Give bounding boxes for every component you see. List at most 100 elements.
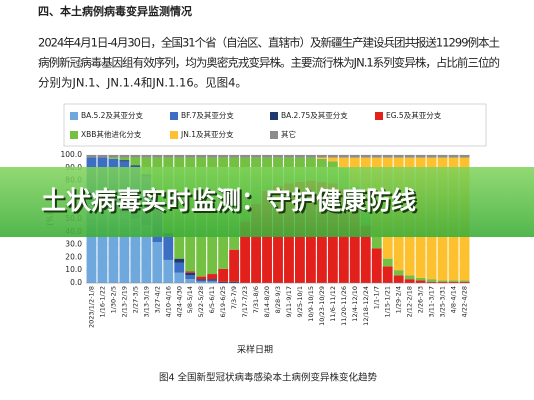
bar-segment bbox=[108, 155, 119, 158]
legend-swatch bbox=[170, 112, 178, 120]
bar-segment bbox=[141, 155, 152, 158]
bar-segment bbox=[327, 155, 338, 158]
banner-shadow: 土状病毒实时监测：守护健康防线 bbox=[43, 188, 418, 217]
bar-segment bbox=[119, 157, 130, 161]
bar-segment bbox=[404, 279, 415, 283]
bar-segment bbox=[218, 281, 229, 283]
bar-segment bbox=[251, 155, 261, 158]
x-tick-label: 6/19-6/25 bbox=[219, 286, 227, 318]
bar-segment bbox=[404, 275, 415, 280]
legend-swatch bbox=[70, 112, 78, 120]
caption: 图4 全国新型冠状病毒感染本土病例变异株变化趋势 bbox=[159, 372, 378, 384]
bar-segment bbox=[185, 271, 196, 273]
bar-segment bbox=[437, 155, 448, 158]
bar-segment bbox=[185, 275, 196, 280]
bar-segment bbox=[382, 258, 393, 267]
x-tick-label: 2/27-3/5 bbox=[131, 286, 139, 313]
bar-segment bbox=[415, 277, 426, 281]
legend-label: XBB其他进化分支 bbox=[81, 129, 142, 139]
x-tick-label: 11/20-11/26 bbox=[340, 286, 348, 326]
legend-swatch bbox=[270, 131, 278, 139]
x-tick-label: 11/6-11/12 bbox=[329, 286, 337, 322]
x-tick-label: 1/29-2/4 bbox=[395, 286, 403, 313]
bar-segment bbox=[448, 280, 459, 282]
bar-segment bbox=[316, 155, 327, 158]
bar-segment bbox=[152, 242, 163, 283]
x-tick-label: 3/27-4/2 bbox=[153, 286, 161, 313]
bar-segment bbox=[284, 155, 294, 158]
bar-segment bbox=[174, 155, 185, 158]
bar-segment bbox=[262, 155, 272, 158]
y-tick-label: 30.0 bbox=[65, 240, 82, 249]
bar-segment bbox=[163, 259, 174, 283]
x-tick-label: 4/10-4/16 bbox=[164, 286, 172, 318]
x-tick-label: 10/9-10/15 bbox=[307, 286, 315, 322]
bar-segment bbox=[426, 279, 437, 282]
x-tick-label: 9/25-10/1 bbox=[296, 286, 304, 318]
x-tick-label: 6/5-6/11 bbox=[208, 286, 216, 313]
x-tick-label: 7/31-8/6 bbox=[252, 286, 260, 313]
bar-segment bbox=[119, 160, 130, 162]
legend-label: EG.5及其亚分支 bbox=[386, 110, 442, 120]
legend-label: 其它 bbox=[281, 129, 296, 139]
bar-segment bbox=[338, 155, 349, 158]
x-tick-label: 7/17-7/23 bbox=[241, 286, 249, 318]
bar-segment bbox=[349, 203, 360, 283]
bar-segment bbox=[163, 155, 174, 158]
x-tick-label: 1/1-1/7 bbox=[373, 286, 381, 309]
bar-segment bbox=[229, 249, 240, 282]
bar-segment bbox=[185, 155, 196, 158]
bar-segment bbox=[393, 155, 404, 158]
bar-segment bbox=[437, 281, 448, 283]
bar-segment bbox=[229, 281, 240, 283]
bar-segment bbox=[382, 266, 393, 283]
x-tick-label: 2/26-3/3 bbox=[417, 286, 425, 313]
bar-segment bbox=[196, 276, 207, 280]
bar-segment bbox=[86, 203, 97, 283]
x-tick-label: 4/24-4/30 bbox=[175, 286, 183, 318]
bar-segment bbox=[196, 280, 207, 282]
bar-segment bbox=[415, 280, 426, 283]
y-tick-label: 0.0 bbox=[70, 278, 82, 287]
x-tick-label: 1/30-2/5 bbox=[109, 286, 117, 313]
bar-segment bbox=[152, 155, 163, 158]
x-tick-label: 4/8-4/14 bbox=[450, 286, 458, 313]
x-tick-label: 1/15-1/21 bbox=[384, 286, 392, 318]
x-tick-label: 3/25-3/31 bbox=[439, 286, 447, 318]
bar-segment bbox=[141, 225, 152, 283]
y-tick-label: 100.0 bbox=[61, 150, 83, 159]
bar-segment bbox=[119, 212, 130, 283]
legend-label: JN.1及其亚分支 bbox=[180, 129, 234, 139]
legend-swatch bbox=[170, 131, 178, 139]
bar-segment bbox=[273, 155, 283, 158]
x-tick-label: 2/13-2/19 bbox=[120, 286, 128, 318]
bar-segment bbox=[130, 157, 141, 166]
x-tick-label: 3/13-3/19 bbox=[142, 286, 150, 318]
x-tick-label: 8/28-9/3 bbox=[274, 286, 282, 313]
bar-segment bbox=[404, 155, 415, 158]
bar-segment bbox=[426, 281, 437, 283]
bar-segment bbox=[448, 155, 459, 158]
bar-segment bbox=[207, 279, 218, 281]
bar-segment bbox=[371, 155, 382, 158]
bar-segment bbox=[338, 157, 349, 168]
x-tick-label: 2/12-2/18 bbox=[406, 286, 414, 318]
bar-segment bbox=[130, 165, 141, 167]
bar-segment bbox=[196, 279, 207, 281]
bar-segment bbox=[393, 270, 404, 276]
bar-segment bbox=[360, 225, 371, 283]
bar-segment bbox=[130, 219, 141, 283]
bar-segment bbox=[130, 155, 141, 158]
bar-segment bbox=[97, 155, 108, 158]
bar-segment bbox=[196, 281, 207, 283]
bar-segment bbox=[415, 155, 426, 158]
x-tick-label: 7/3-7/9 bbox=[230, 286, 238, 309]
x-tick-label: 2023/1/2-1/8 bbox=[87, 286, 95, 328]
bar-segment bbox=[174, 262, 185, 273]
paragraph-line: 病例新冠病毒基因组有效序列，均为奥密克戎变异株。主要流行株为JN.1系列变异株，… bbox=[38, 56, 500, 70]
bar-segment bbox=[371, 236, 382, 249]
bar-segment bbox=[185, 279, 196, 283]
bar-segment bbox=[327, 157, 338, 162]
legend-swatch bbox=[375, 112, 383, 120]
bar-segment bbox=[141, 157, 152, 175]
